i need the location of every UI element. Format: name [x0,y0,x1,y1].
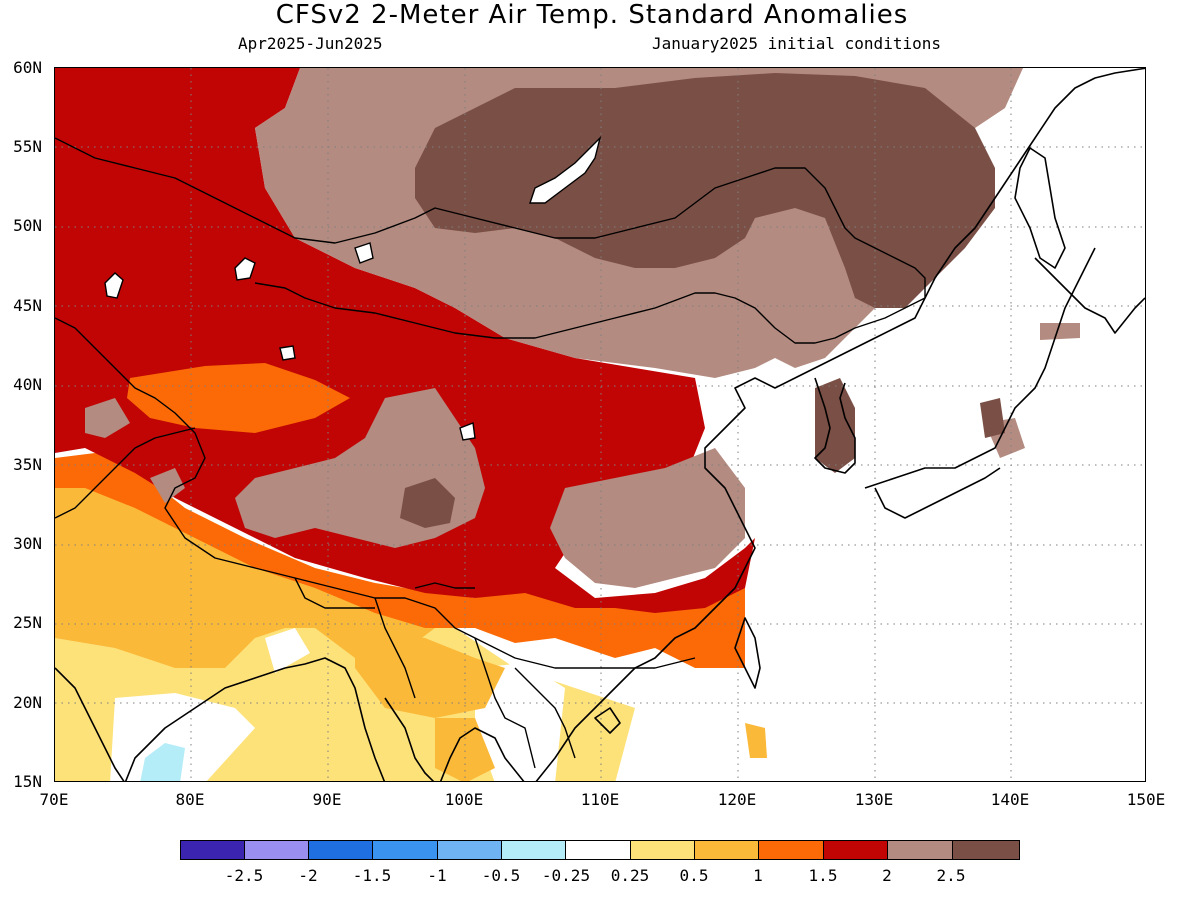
colorbar-swatch [372,840,438,860]
lon-label: 120E [717,790,757,809]
lat-label: 50N [13,216,42,235]
colorbar-label: 1.5 [808,866,838,885]
lat-label: 45N [13,296,42,315]
colorbar-swatch [694,840,759,860]
lat-label: 20N [13,693,42,712]
colorbar-label: -1.5 [352,866,392,885]
lat-label: 35N [13,455,42,474]
colorbar-label: 1 [753,866,763,885]
anomaly-fill-1.5 [55,68,755,613]
colorbar-label: -2 [298,866,318,885]
colorbar-swatch [180,840,245,860]
anomaly-fill-1-inner [127,363,350,433]
colorbar-label: 0.25 [610,866,650,885]
anomaly-fill-2.5 [400,73,1005,528]
colorbar-swatch [308,840,373,860]
forecast-period: Apr2025-Jun2025 [238,34,383,53]
lon-label: 110E [580,790,620,809]
anomaly-fill-neg0.25 [140,743,185,781]
colorbar-label: 2 [882,866,892,885]
colorbar-swatch [630,840,695,860]
colorbar-swatch [501,840,566,860]
lat-label: 30N [13,534,42,553]
lat-label: 55N [13,137,42,156]
colorbar [180,840,1020,862]
lakes [104,135,602,441]
anomaly-map [54,67,1146,782]
colorbar-label: -1 [427,866,447,885]
colorbar-swatch [244,840,309,860]
map-title: CFSv2 2-Meter Air Temp. Standard Anomali… [275,0,909,30]
colorbar-swatch [565,840,631,860]
lon-label: 140E [990,790,1030,809]
country-borders [55,137,926,769]
lon-label: 70E [39,790,69,809]
colorbar-swatch [758,840,824,860]
lat-label: 60N [13,58,42,77]
colorbar-swatch [887,840,953,860]
colorbar-label: -0.25 [541,866,591,885]
colorbar-label: -2.5 [224,866,264,885]
lat-label: 15N [13,772,42,791]
lon-label: 150E [1126,790,1166,809]
colorbar-swatch [437,840,502,860]
lon-label: 100E [444,790,484,809]
lat-label: 40N [13,375,42,394]
colorbar-label: 2.5 [936,866,966,885]
initial-conditions: January2025 initial conditions [652,34,941,53]
coastlines [55,68,1145,781]
lon-label: 80E [175,790,205,809]
lat-label: 25N [13,613,42,632]
colorbar-label: 0.5 [679,866,709,885]
lon-label: 130E [854,790,894,809]
colorbar-label: -0.5 [481,866,521,885]
colorbar-swatch [823,840,888,860]
lon-label: 90E [312,790,342,809]
colorbar-swatch [952,840,1020,860]
